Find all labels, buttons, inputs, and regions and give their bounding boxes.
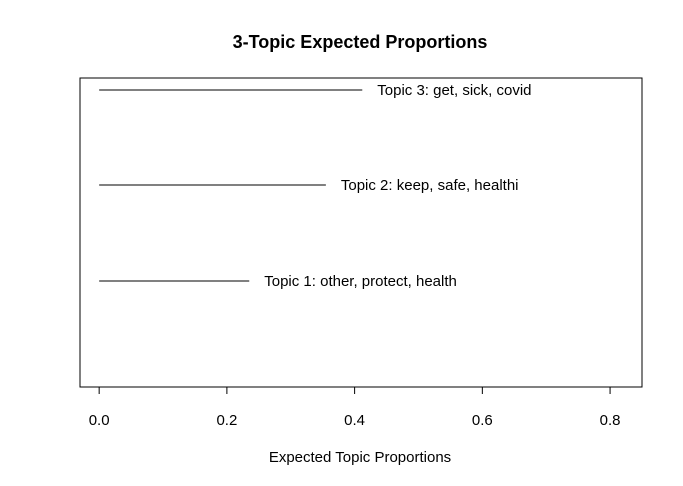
topic-label: Topic 2: keep, safe, healthi [341,177,519,194]
topic-label: Topic 3: get, sick, covid [377,82,531,99]
chart-title: 3-Topic Expected Proportions [233,32,488,52]
x-tick-label: 0.2 [216,412,237,429]
topic-label: Topic 1: other, protect, health [264,273,457,290]
plot-frame [79,77,643,388]
topic-lines: Topic 1: other, protect, health Topic 2: … [99,82,532,290]
x-axis-label: Expected Topic Proportions [269,449,451,466]
x-tick-label: 0.4 [344,412,365,429]
x-tick-label: 0.0 [89,412,110,429]
x-tick-label: 0.8 [600,412,621,429]
x-tick-label: 0.6 [472,412,493,429]
x-axis: 0.0 0.2 0.4 0.6 0.8 [89,386,621,429]
